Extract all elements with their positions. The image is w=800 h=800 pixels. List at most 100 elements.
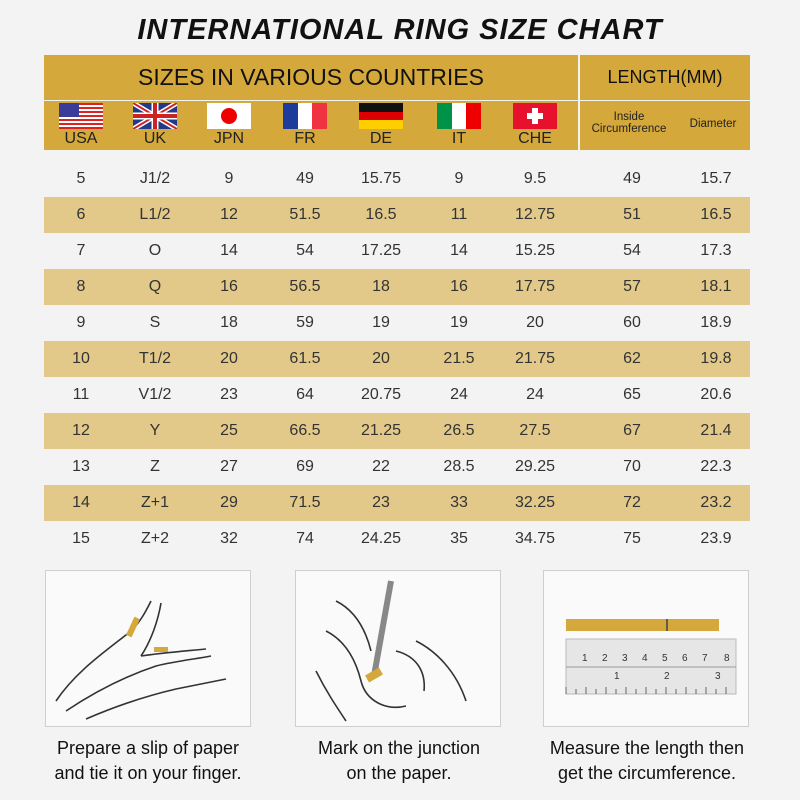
cell-diameter: 22.3 [700, 458, 732, 475]
divider [578, 55, 580, 150]
svg-text:4: 4 [642, 653, 648, 664]
cell-uk: O [148, 242, 162, 259]
cell-inside-circumference: 70 [623, 458, 641, 475]
inside-circumference-heading: Inside Circumference [591, 111, 667, 135]
cell-uk: V1/2 [138, 386, 172, 403]
cell-diameter: 23.9 [700, 530, 732, 547]
cell-fr: 66.5 [289, 422, 321, 439]
cell-che: 15.25 [514, 242, 556, 259]
cell-fr: 54 [296, 242, 314, 259]
cell-inside-circumference: 60 [623, 314, 641, 331]
cell-diameter: 18.9 [700, 314, 732, 331]
cell-che: 20 [526, 314, 544, 331]
cell-de: 21.25 [360, 422, 402, 439]
step-illustration-mark-paper [295, 570, 501, 727]
cell-fr: 64 [296, 386, 314, 403]
cell-jpn: 14 [220, 242, 238, 259]
hand-marking-paper-icon [315, 580, 467, 722]
cell-de: 16.5 [365, 206, 397, 223]
cell-usa: 7 [76, 242, 86, 259]
cell-che: 27.5 [519, 422, 551, 439]
country-code: USA [64, 130, 98, 147]
cell-inside-circumference: 67 [623, 422, 641, 439]
cell-che: 9.5 [523, 170, 547, 187]
country-code: DE [369, 130, 393, 147]
cell-it: 9 [454, 170, 464, 187]
svg-text:1: 1 [614, 671, 620, 682]
cell-it: 16 [450, 278, 468, 295]
svg-text:5: 5 [662, 653, 668, 664]
cell-jpn: 25 [220, 422, 238, 439]
cell-fr: 56.5 [289, 278, 321, 295]
cell-che: 24 [526, 386, 544, 403]
table-row: 14 Z+1 29 71.5 23 33 32.25 72 23.2 [44, 485, 750, 521]
cell-de: 20.75 [360, 386, 402, 403]
cell-de: 15.75 [360, 170, 402, 187]
cell-it: 35 [450, 530, 468, 547]
cell-fr: 49 [296, 170, 314, 187]
cell-diameter: 17.3 [700, 242, 732, 259]
cell-jpn: 29 [220, 494, 238, 511]
cell-diameter: 16.5 [700, 206, 732, 223]
cell-it: 24 [450, 386, 468, 403]
cell-jpn: 32 [220, 530, 238, 547]
cell-it: 19 [450, 314, 468, 331]
cell-fr: 51.5 [289, 206, 321, 223]
cell-diameter: 23.2 [700, 494, 732, 511]
step-caption: Measure the length then get the circumfe… [517, 736, 777, 786]
cell-uk: J1/2 [139, 170, 171, 187]
hand-with-paper-icon [55, 600, 227, 720]
cell-fr: 71.5 [289, 494, 321, 511]
cell-fr: 69 [296, 458, 314, 475]
cell-che: 29.25 [514, 458, 556, 475]
cell-de: 22 [372, 458, 390, 475]
table-row: 6 L1/2 12 51.5 16.5 11 12.75 51 16.5 [44, 197, 750, 233]
country-code: CHE [518, 130, 552, 147]
country-code: FR [294, 130, 316, 147]
cell-inside-circumference: 54 [623, 242, 641, 259]
cell-uk: T1/2 [138, 350, 171, 367]
step-caption-line: Measure the length then [549, 738, 745, 758]
table-row: 11 V1/2 23 64 20.75 24 24 65 20.6 [44, 377, 750, 413]
cell-usa: 11 [72, 386, 90, 403]
cell-diameter: 20.6 [700, 386, 732, 403]
cell-che: 34.75 [514, 530, 556, 547]
cell-uk: Z+2 [140, 530, 169, 547]
svg-text:3: 3 [715, 671, 721, 682]
cell-usa: 12 [72, 422, 90, 439]
divider [44, 100, 750, 101]
step-caption-line: Prepare a slip of paper [56, 738, 240, 758]
japan-flag-icon [207, 103, 251, 129]
cell-diameter: 18.1 [700, 278, 732, 295]
cell-diameter: 15.7 [700, 170, 732, 187]
step-illustration-tie-paper [45, 570, 251, 727]
country-code: IT [451, 130, 467, 147]
table-header: SIZES IN VARIOUS COUNTRIES LENGTH(MM) US… [44, 55, 750, 150]
cell-fr: 61.5 [289, 350, 321, 367]
step-caption-line: and tie it on your finger. [54, 763, 242, 783]
cell-che: 12.75 [514, 206, 556, 223]
svg-text:2: 2 [664, 671, 670, 682]
cell-inside-circumference: 57 [623, 278, 641, 295]
cell-jpn: 16 [220, 278, 238, 295]
cell-it: 26.5 [443, 422, 475, 439]
cell-uk: Z+1 [140, 494, 169, 511]
page-title: INTERNATIONAL RING SIZE CHART [137, 14, 663, 46]
table-row: 8 Q 16 56.5 18 16 17.75 57 18.1 [44, 269, 750, 305]
svg-text:3: 3 [622, 653, 628, 664]
cell-usa: 10 [72, 350, 90, 367]
length-heading: LENGTH(MM) [607, 67, 723, 87]
cell-it: 33 [450, 494, 468, 511]
cell-usa: 5 [76, 170, 86, 187]
italy-flag-icon [437, 103, 481, 129]
cell-usa: 13 [72, 458, 90, 475]
cell-usa: 9 [76, 314, 86, 331]
cell-jpn: 27 [220, 458, 238, 475]
cell-uk: L1/2 [139, 206, 171, 223]
cell-uk: Q [148, 278, 162, 295]
svg-text:6: 6 [682, 653, 688, 664]
cell-che: 32.25 [514, 494, 556, 511]
usa-flag-icon [59, 103, 103, 129]
cell-inside-circumference: 51 [623, 206, 641, 223]
